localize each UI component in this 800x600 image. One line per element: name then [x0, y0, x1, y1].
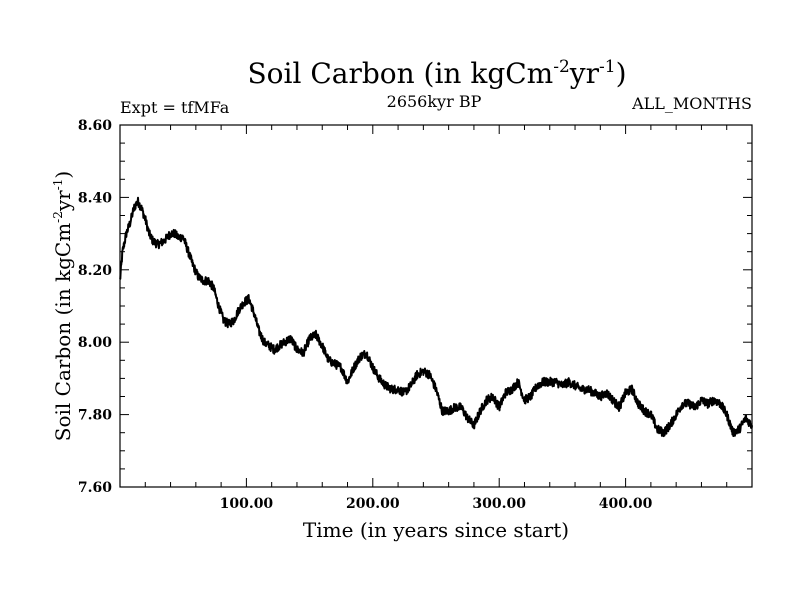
- y-tick-label: 7.60: [78, 480, 112, 496]
- chart-title-main: Soil Carbon (in kgCm: [247, 57, 553, 90]
- period-label: 2656kyr BP: [387, 92, 482, 111]
- y-axis-label-main: Soil Carbon (in kgCm: [51, 223, 75, 441]
- months-label: ALL_MONTHS: [631, 94, 752, 113]
- tick-labels: 100.00 200.00 300.00 400.00 7.60 7.80 8.00 8.20…: [78, 118, 653, 512]
- axis-ticks: [120, 125, 752, 487]
- series-line-soil-carbon: [119, 196, 753, 438]
- y-axis-label-mid: yr: [51, 190, 75, 212]
- series-layer: [119, 196, 753, 438]
- chart-title: Soil Carbon (in kgCm-2yr-1): [247, 57, 626, 90]
- x-tick-label: 200.00: [346, 496, 400, 512]
- chart-title-mid: yr: [569, 57, 600, 90]
- y-axis-label: Soil Carbon (in kgCm-2yr-1): [51, 171, 75, 441]
- experiment-label: Expt = tfMFa: [120, 98, 230, 117]
- x-axis-label: Time (in years since start): [303, 518, 569, 542]
- chart-title-end: ): [616, 57, 627, 90]
- y-tick-label: 8.60: [78, 118, 112, 134]
- y-axis-label-exp2: -1: [51, 179, 65, 191]
- y-tick-label: 8.00: [78, 335, 112, 351]
- y-tick-label: 8.20: [78, 263, 112, 279]
- x-tick-label: 400.00: [599, 496, 653, 512]
- y-tick-label: 7.80: [78, 408, 112, 424]
- chart-title-exp2: -1: [599, 57, 616, 77]
- y-axis-label-end: ): [51, 171, 75, 179]
- chart-title-exp1: -2: [553, 57, 570, 77]
- y-axis-label-exp1: -2: [51, 211, 65, 223]
- x-tick-label: 100.00: [220, 496, 274, 512]
- x-tick-label: 300.00: [472, 496, 526, 512]
- y-tick-label: 8.40: [78, 190, 112, 206]
